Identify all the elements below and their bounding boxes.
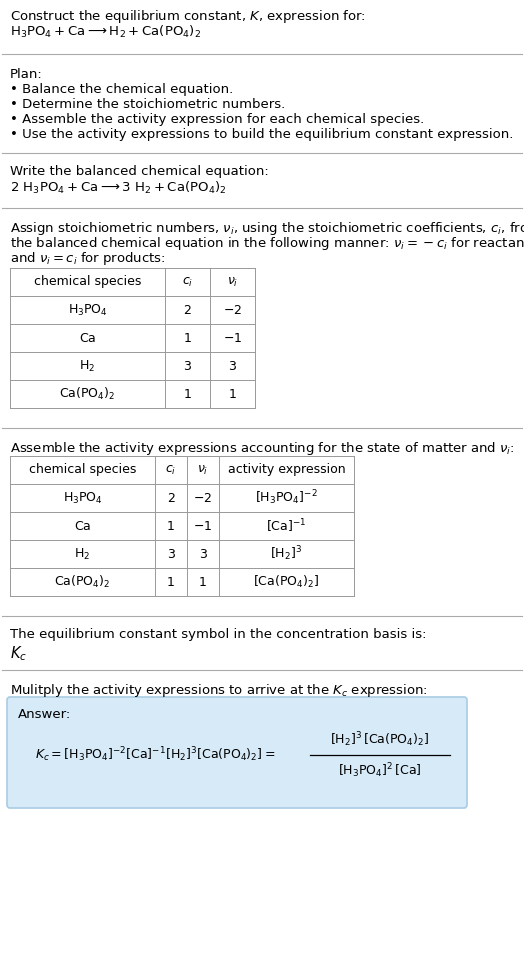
Text: 3: 3 [183, 360, 191, 372]
Text: $[\mathrm{H_2}]^3$: $[\mathrm{H_2}]^3$ [270, 545, 302, 563]
Text: $\mathrm{H_3PO_4}$: $\mathrm{H_3PO_4}$ [62, 490, 103, 505]
Text: 2: 2 [167, 492, 175, 504]
Text: Assign stoichiometric numbers, $\nu_i$, using the stoichiometric coefficients, $: Assign stoichiometric numbers, $\nu_i$, … [10, 220, 524, 237]
Text: $[\mathrm{H_3PO_4}]^2\,[\mathrm{Ca}]$: $[\mathrm{H_3PO_4}]^2\,[\mathrm{Ca}]$ [338, 761, 422, 781]
Text: 3: 3 [228, 360, 236, 372]
Text: 1: 1 [183, 332, 191, 344]
Text: $\mathrm{H_2}$: $\mathrm{H_2}$ [80, 359, 95, 374]
Text: chemical species: chemical species [34, 275, 141, 289]
Text: Write the balanced chemical equation:: Write the balanced chemical equation: [10, 165, 269, 178]
Text: $-1$: $-1$ [193, 520, 213, 532]
Text: Plan:: Plan: [10, 68, 43, 81]
Text: $-2$: $-2$ [223, 303, 242, 316]
Text: 3: 3 [199, 548, 207, 560]
Text: $\nu_i$: $\nu_i$ [198, 463, 209, 477]
Text: $K_c$: $K_c$ [10, 644, 27, 663]
Text: $\mathrm{2\ H_3PO_4 + Ca \longrightarrow 3\ H_2 + Ca(PO_4)_2}$: $\mathrm{2\ H_3PO_4 + Ca \longrightarrow… [10, 180, 226, 196]
FancyBboxPatch shape [7, 697, 467, 808]
Text: 3: 3 [167, 548, 175, 560]
Text: • Assemble the activity expression for each chemical species.: • Assemble the activity expression for e… [10, 113, 424, 126]
Text: $K_c = [\mathrm{H_3PO_4}]^{-2}[\mathrm{Ca}]^{-1}[\mathrm{H_2}]^{3}[\mathrm{Ca(PO: $K_c = [\mathrm{H_3PO_4}]^{-2}[\mathrm{C… [35, 746, 276, 764]
Text: $[\mathrm{H_2}]^3\,[\mathrm{Ca(PO_4)_2}]$: $[\mathrm{H_2}]^3\,[\mathrm{Ca(PO_4)_2}]… [330, 731, 430, 749]
Text: Assemble the activity expressions accounting for the state of matter and $\nu_i$: Assemble the activity expressions accoun… [10, 440, 515, 457]
Text: 1: 1 [228, 387, 236, 401]
Text: $\mathrm{Ca}$: $\mathrm{Ca}$ [79, 332, 96, 344]
Text: $\nu_i$: $\nu_i$ [227, 275, 238, 289]
Text: Mulitply the activity expressions to arrive at the $K_c$ expression:: Mulitply the activity expressions to arr… [10, 682, 428, 699]
Text: The equilibrium constant symbol in the concentration basis is:: The equilibrium constant symbol in the c… [10, 628, 427, 641]
Text: $\mathrm{Ca}$: $\mathrm{Ca}$ [74, 520, 91, 532]
Text: activity expression: activity expression [228, 463, 345, 477]
Text: • Determine the stoichiometric numbers.: • Determine the stoichiometric numbers. [10, 98, 285, 111]
Text: $c_i$: $c_i$ [182, 275, 193, 289]
Text: $[\mathrm{Ca}]^{-1}$: $[\mathrm{Ca}]^{-1}$ [266, 517, 307, 535]
Text: 2: 2 [183, 303, 191, 316]
Text: $c_i$: $c_i$ [166, 463, 177, 477]
Text: $-2$: $-2$ [193, 492, 213, 504]
Text: • Balance the chemical equation.: • Balance the chemical equation. [10, 83, 233, 96]
Text: $\mathrm{H_2}$: $\mathrm{H_2}$ [74, 547, 91, 562]
Text: and $\nu_i = c_i$ for products:: and $\nu_i = c_i$ for products: [10, 250, 166, 267]
Text: $\mathrm{Ca(PO_4)_2}$: $\mathrm{Ca(PO_4)_2}$ [54, 573, 111, 590]
Text: $\mathrm{Ca(PO_4)_2}$: $\mathrm{Ca(PO_4)_2}$ [59, 386, 116, 402]
Text: 1: 1 [199, 575, 207, 589]
Text: 1: 1 [183, 387, 191, 401]
Text: Construct the equilibrium constant, $K$, expression for:: Construct the equilibrium constant, $K$,… [10, 8, 366, 25]
Text: the balanced chemical equation in the following manner: $\nu_i = -c_i$ for react: the balanced chemical equation in the fo… [10, 235, 524, 252]
Text: Answer:: Answer: [18, 708, 71, 721]
Text: chemical species: chemical species [29, 463, 136, 477]
Text: 1: 1 [167, 575, 175, 589]
Text: $\mathrm{H_3PO_4 + Ca \longrightarrow H_2 + Ca(PO_4)_2}$: $\mathrm{H_3PO_4 + Ca \longrightarrow H_… [10, 24, 201, 40]
Text: 1: 1 [167, 520, 175, 532]
Text: $-1$: $-1$ [223, 332, 242, 344]
Text: • Use the activity expressions to build the equilibrium constant expression.: • Use the activity expressions to build … [10, 128, 514, 141]
Text: $[\mathrm{Ca(PO_4)_2}]$: $[\mathrm{Ca(PO_4)_2}]$ [254, 573, 320, 590]
Text: $[\mathrm{H_3PO_4}]^{-2}$: $[\mathrm{H_3PO_4}]^{-2}$ [255, 489, 318, 507]
Text: $\mathrm{H_3PO_4}$: $\mathrm{H_3PO_4}$ [68, 302, 107, 317]
